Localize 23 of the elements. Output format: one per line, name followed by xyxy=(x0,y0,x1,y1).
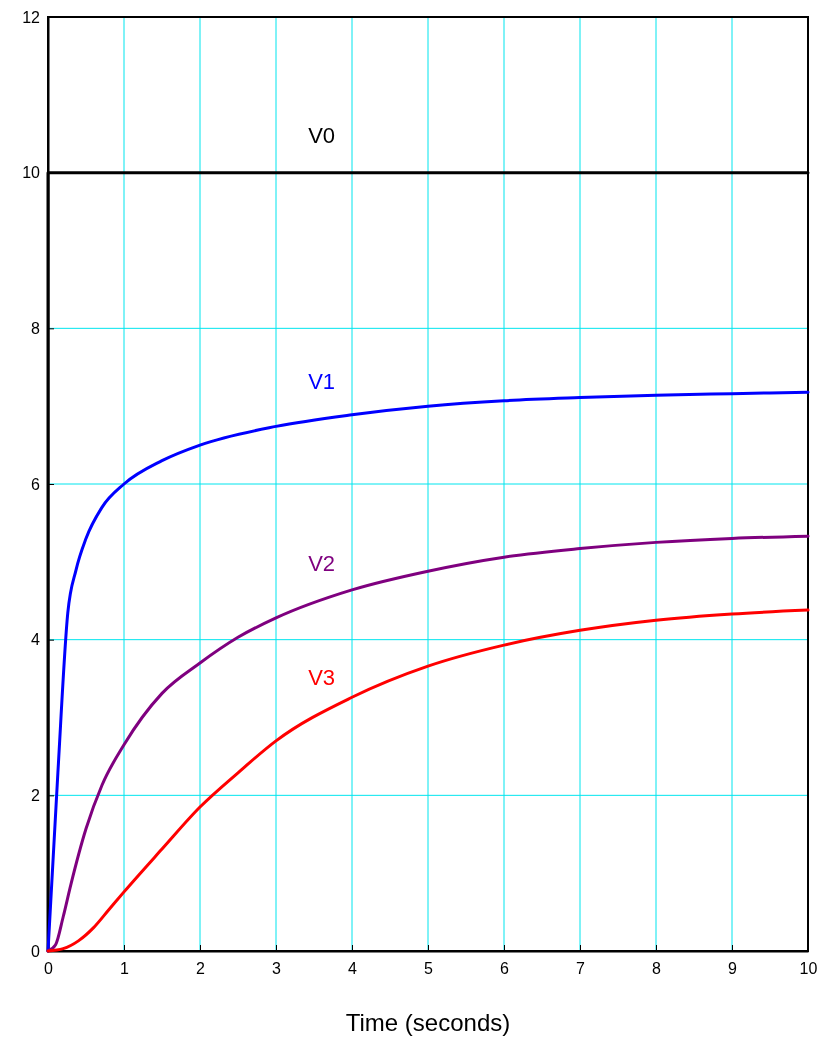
series-label: V2 xyxy=(308,551,336,577)
y-tick-label: 0 xyxy=(31,942,41,960)
y-tick-label: 8 xyxy=(31,319,41,337)
y-tick-label: 6 xyxy=(31,475,41,493)
series-label: V1 xyxy=(308,369,336,395)
y-tick-label: 10 xyxy=(22,164,41,182)
x-tick-label: 3 xyxy=(272,960,282,978)
x-tick-label: 9 xyxy=(728,960,738,978)
x-axis-title: Time (seconds) xyxy=(345,1009,511,1036)
x-tick-label: 7 xyxy=(576,960,586,978)
x-tick-label: 0 xyxy=(44,960,54,978)
y-tick-label: 12 xyxy=(22,8,41,26)
y-tick-label: 4 xyxy=(31,631,41,649)
x-tick-label: 5 xyxy=(424,960,434,978)
x-tick-label: 8 xyxy=(652,960,662,978)
x-tick-label: 6 xyxy=(500,960,510,978)
series-label: V3 xyxy=(308,664,336,690)
x-tick-label: 2 xyxy=(196,960,206,978)
y-tick-label: 2 xyxy=(31,786,41,804)
x-tick-label: 4 xyxy=(348,960,358,978)
series-label: V0 xyxy=(308,122,336,148)
x-tick-label: 10 xyxy=(799,960,818,978)
x-tick-label: 1 xyxy=(120,960,130,978)
